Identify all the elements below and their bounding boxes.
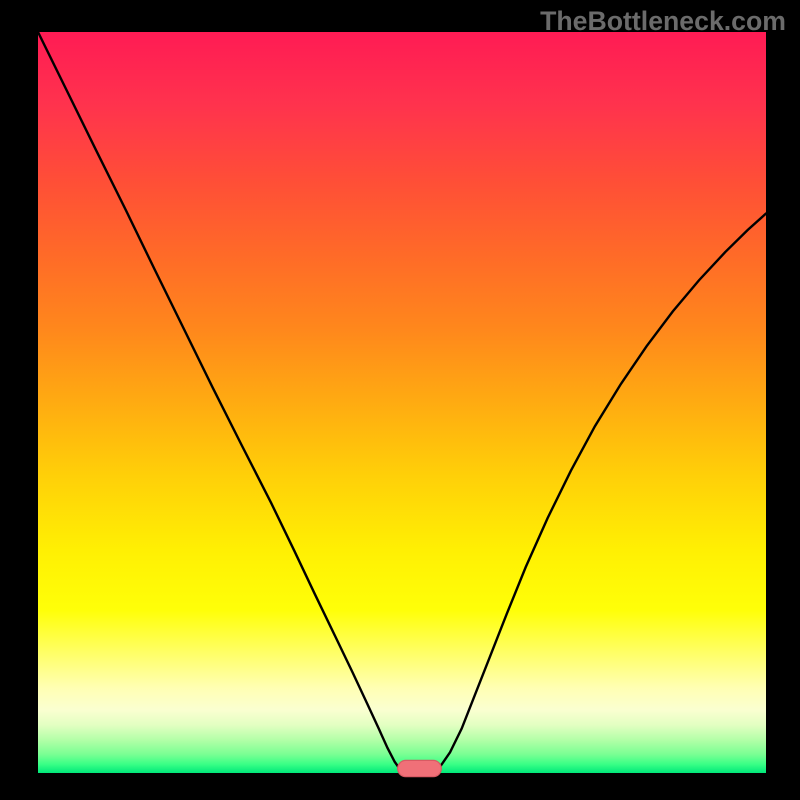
chart-container: TheBottleneck.com bbox=[0, 0, 800, 800]
optimal-marker bbox=[398, 760, 442, 776]
plot-background bbox=[38, 32, 766, 773]
bottleneck-chart bbox=[0, 0, 800, 800]
watermark-text: TheBottleneck.com bbox=[540, 6, 786, 37]
